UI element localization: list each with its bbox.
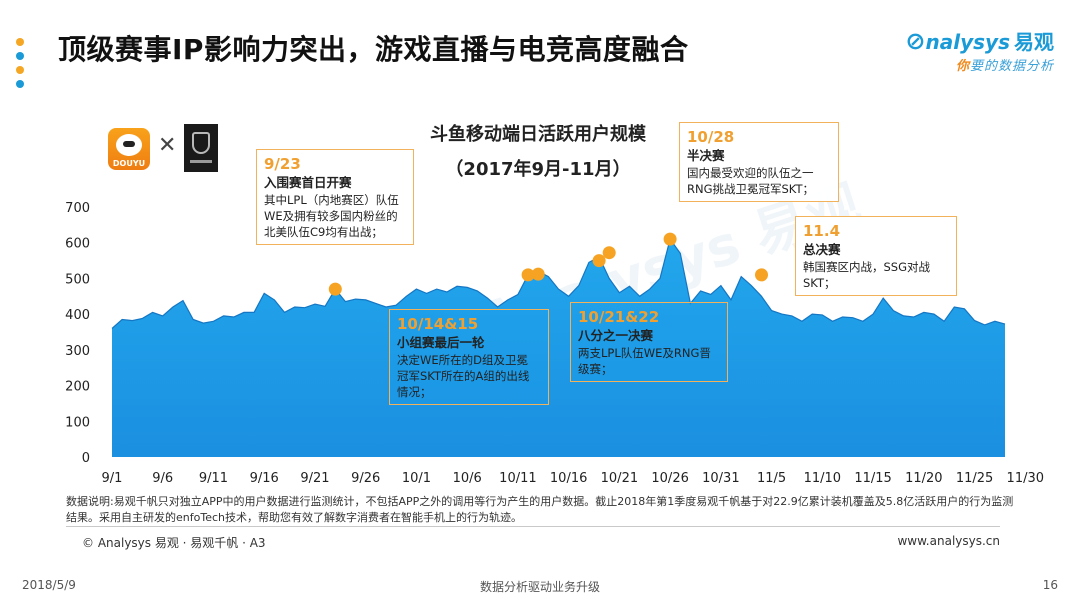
x-tick-label: 11/5 [757, 471, 786, 486]
y-tick-label: 0 [82, 451, 90, 466]
x-tick-label: 11/25 [956, 471, 993, 486]
x-tick-label: 9/16 [250, 471, 279, 486]
event-marker-dot [521, 268, 535, 282]
y-tick-label: 700 [65, 201, 90, 216]
x-tick-label: 9/11 [199, 471, 228, 486]
analysys-logo: ⊘nalysys 易观 你要的数据分析 [905, 26, 1054, 74]
event-marker-dot [602, 246, 616, 260]
douyu-fish-icon [116, 134, 142, 156]
x-tick-label: 9/6 [152, 471, 173, 486]
y-tick-label: 500 [65, 272, 90, 287]
x-tick-label: 10/31 [702, 471, 739, 486]
x-tick-label: 9/21 [300, 471, 329, 486]
annotation-10-28: 10/28 半决赛 国内最受欢迎的队伍之一 RNG挑战卫冕冠军SKT； [679, 122, 839, 202]
y-tick-label: 300 [65, 344, 90, 359]
x-tick-label: 9/26 [351, 471, 380, 486]
chart-subtitle: （2017年9月-11月） [445, 159, 631, 180]
x-tick-label: 11/30 [1007, 471, 1044, 486]
dau-line [111, 237, 1006, 329]
x-tick-label: 10/1 [402, 471, 431, 486]
event-marker-dot [663, 232, 677, 246]
annotation-9-23: 9/23 入围赛首日开赛 其中LPL（内地赛区）队伍 WE及拥有较多国内粉丝的 … [256, 149, 414, 245]
y-tick-label: 600 [65, 237, 90, 252]
x-tick-label: 11/10 [804, 471, 841, 486]
y-tick-label: 100 [65, 415, 90, 430]
annotation-11-4: 11.4 总决赛 韩国赛区内战，SSG对战 SKT； [795, 216, 957, 296]
bullet-dot [16, 52, 24, 60]
divider [66, 526, 1000, 527]
slide-title: 顶级赛事IP影响力突出，游戏直播与电竞高度融合 [58, 33, 689, 66]
x-tick-label: 10/21 [601, 471, 638, 486]
logo-slogan: 你要的数据分析 [955, 59, 1054, 74]
y-tick-label: 200 [65, 380, 90, 395]
annotation-10-14-15: 10/14&15 小组赛最后一轮 决定WE所在的D组及卫冕 冠军SKT所在的A组… [389, 309, 549, 405]
logo-brand: ⊘nalysys 易观 [905, 27, 1054, 55]
footer-slogan: 数据分析驱动业务升级 [479, 580, 600, 594]
x-tick-label: 10/6 [453, 471, 482, 486]
x-tick-label: 9/1 [102, 471, 123, 486]
event-marker-dot [592, 254, 606, 268]
x-tick-label: 10/16 [550, 471, 587, 486]
douyu-app-icon: DOUYU [108, 128, 150, 170]
x-tick-label: 10/26 [651, 471, 688, 486]
footer-date: 2018/5/9 [22, 578, 76, 592]
chart-title: 斗鱼移动端日活跃用户规模 [430, 124, 646, 145]
annotation-10-21-22: 10/21&22 八分之一决赛 两支LPL队伍WE及RNG晋 级赛； [570, 302, 728, 382]
bullet-dot [16, 66, 24, 74]
title-bullet-dots [16, 38, 26, 94]
website-link[interactable]: www.analysys.cn [897, 534, 1000, 548]
event-marker-dot [531, 267, 545, 281]
event-marker-dot [755, 268, 768, 282]
y-tick-label: 400 [65, 308, 90, 323]
data-note: 数据说明:易观千帆只对独立APP中的用户数据进行监测统计，不包括APP之外的调用… [66, 495, 1014, 524]
bullet-dot [16, 80, 24, 88]
x-tick-label: 10/11 [499, 471, 536, 486]
x-tick-label: 11/20 [905, 471, 942, 486]
times-icon: ✕ [158, 133, 177, 158]
event-marker-dot [328, 282, 342, 296]
bullet-dot [16, 38, 24, 46]
copyright: © Analysys 易观 · 易观千帆 · A3 [82, 536, 266, 550]
lol-worlds-logo-icon [184, 124, 218, 172]
page-number: 16 [1042, 578, 1058, 592]
x-tick-label: 11/15 [854, 471, 891, 486]
